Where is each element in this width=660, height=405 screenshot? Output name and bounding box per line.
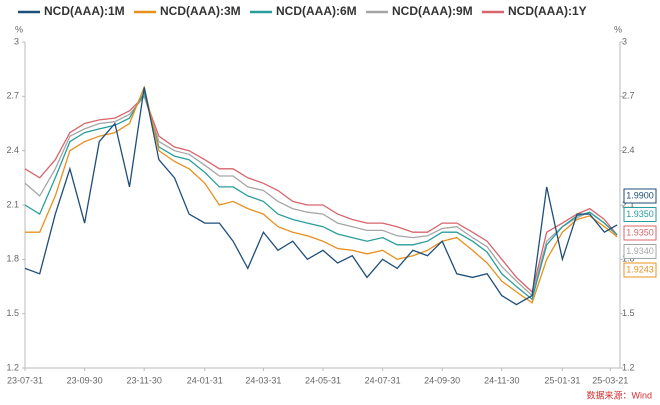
x-tick-label: 24-09-30 <box>424 375 460 385</box>
series-line <box>24 91 618 301</box>
y-tick-label: 2.4 <box>6 145 19 155</box>
y-tick-label: 3 <box>14 36 19 46</box>
legend-text: NCD(AAA):3M <box>160 4 241 18</box>
y2-tick-label: 2.7 <box>622 91 635 101</box>
y2-unit: % <box>614 24 622 34</box>
end-label: 1.9350 <box>626 209 654 219</box>
x-tick-label: 24-11-30 <box>484 375 519 385</box>
legend-text: NCD(AAA):1M <box>44 4 125 18</box>
x-tick-label: 23-09-30 <box>67 375 103 385</box>
x-tick-label: 23-07-31 <box>7 375 43 385</box>
end-label: 1.9900 <box>626 190 654 200</box>
y-tick-label: 2.7 <box>6 91 19 101</box>
y2-tick-label: 1.5 <box>622 308 635 318</box>
x-tick-label: 23-11-30 <box>127 375 162 385</box>
x-tick-label: 25-01-31 <box>544 375 580 385</box>
end-label-box <box>623 262 657 278</box>
y-unit: % <box>15 24 23 34</box>
y-tick-label: 2.1 <box>6 199 19 209</box>
end-label-box <box>623 188 657 204</box>
y2-tick-label: 3 <box>622 36 627 46</box>
end-label: 1.9243 <box>626 264 654 274</box>
legend-text: NCD(AAA):1Y <box>508 4 587 18</box>
end-label: 1.9340 <box>626 246 654 256</box>
x-tick-label: 24-03-31 <box>245 375 281 385</box>
y-tick-label: 1.8 <box>6 254 19 264</box>
legend-text: NCD(AAA):6M <box>276 4 357 18</box>
x-tick-label: 24-05-31 <box>305 375 341 385</box>
end-label-box <box>623 244 657 259</box>
y2-tick-label: 2.1 <box>622 199 635 209</box>
x-tick-label: 24-01-31 <box>187 375 223 385</box>
legend-text: NCD(AAA):9M <box>392 4 473 18</box>
end-label-box <box>623 225 657 241</box>
x-tick-label: 24-07-31 <box>365 375 401 385</box>
series-line <box>24 95 618 294</box>
y2-tick-label: 1.2 <box>622 362 635 372</box>
end-label: 1.9350 <box>626 227 654 237</box>
end-label-box <box>623 207 657 222</box>
y2-tick-label: 2.4 <box>622 145 635 155</box>
source: 数据来源：Wind <box>586 389 652 400</box>
series-line <box>24 94 618 297</box>
series-line <box>25 85 618 304</box>
x-tick-label: 25-03-21 <box>592 375 628 385</box>
y-tick-label: 1.2 <box>6 362 19 372</box>
series-line <box>24 87 618 306</box>
y-tick-label: 1.5 <box>6 308 19 318</box>
